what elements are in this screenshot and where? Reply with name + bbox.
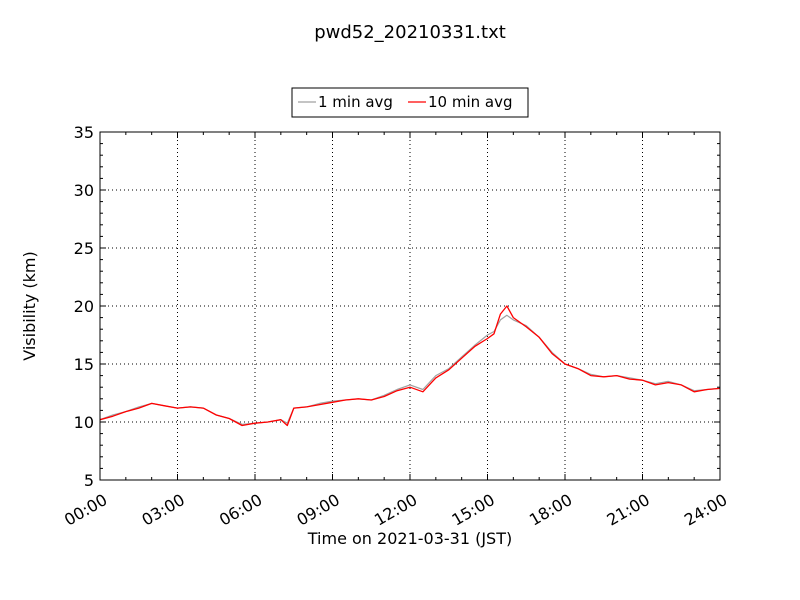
- x-axis-label: Time on 2021-03-31 (JST): [307, 529, 512, 548]
- x-tick-label: 06:00: [216, 490, 265, 530]
- x-tick-label: 18:00: [526, 490, 575, 530]
- y-tick-label: 30: [74, 181, 94, 200]
- y-axis-label: Visibility (km): [20, 251, 39, 360]
- y-tick-label: 15: [74, 355, 94, 374]
- tick-labels: 00:00 03:00 06:00 09:00 12:00 15:00 18:00 21:00…: [61, 123, 730, 530]
- x-tick-label: 12:00: [371, 490, 420, 530]
- y-tick-label: 10: [74, 413, 94, 432]
- x-tick-label: 09:00: [293, 490, 342, 530]
- series-layer: [100, 305, 720, 427]
- x-tick-label: 00:00: [61, 490, 110, 530]
- x-tick-label: 15:00: [448, 490, 497, 530]
- x-tick-label: 24:00: [681, 490, 730, 530]
- y-tick-label: 25: [74, 239, 94, 258]
- ticks: [99, 131, 721, 481]
- y-tick-label: 35: [74, 123, 94, 142]
- x-tick-label: 03:00: [138, 490, 187, 530]
- legend-label-1min: 1 min avg: [318, 93, 393, 111]
- chart-title: pwd52_20210331.txt: [314, 22, 506, 43]
- legend: 1 min avg 10 min avg: [291, 87, 529, 118]
- y-tick-label: 5: [84, 471, 94, 490]
- grid: [100, 132, 720, 480]
- x-tick-label: 21:00: [603, 490, 652, 530]
- legend-label-10min: 10 min avg: [428, 93, 513, 111]
- y-tick-label: 20: [74, 297, 94, 316]
- series-10min-avg-line: [100, 305, 720, 427]
- series-1min-avg-line: [100, 314, 720, 425]
